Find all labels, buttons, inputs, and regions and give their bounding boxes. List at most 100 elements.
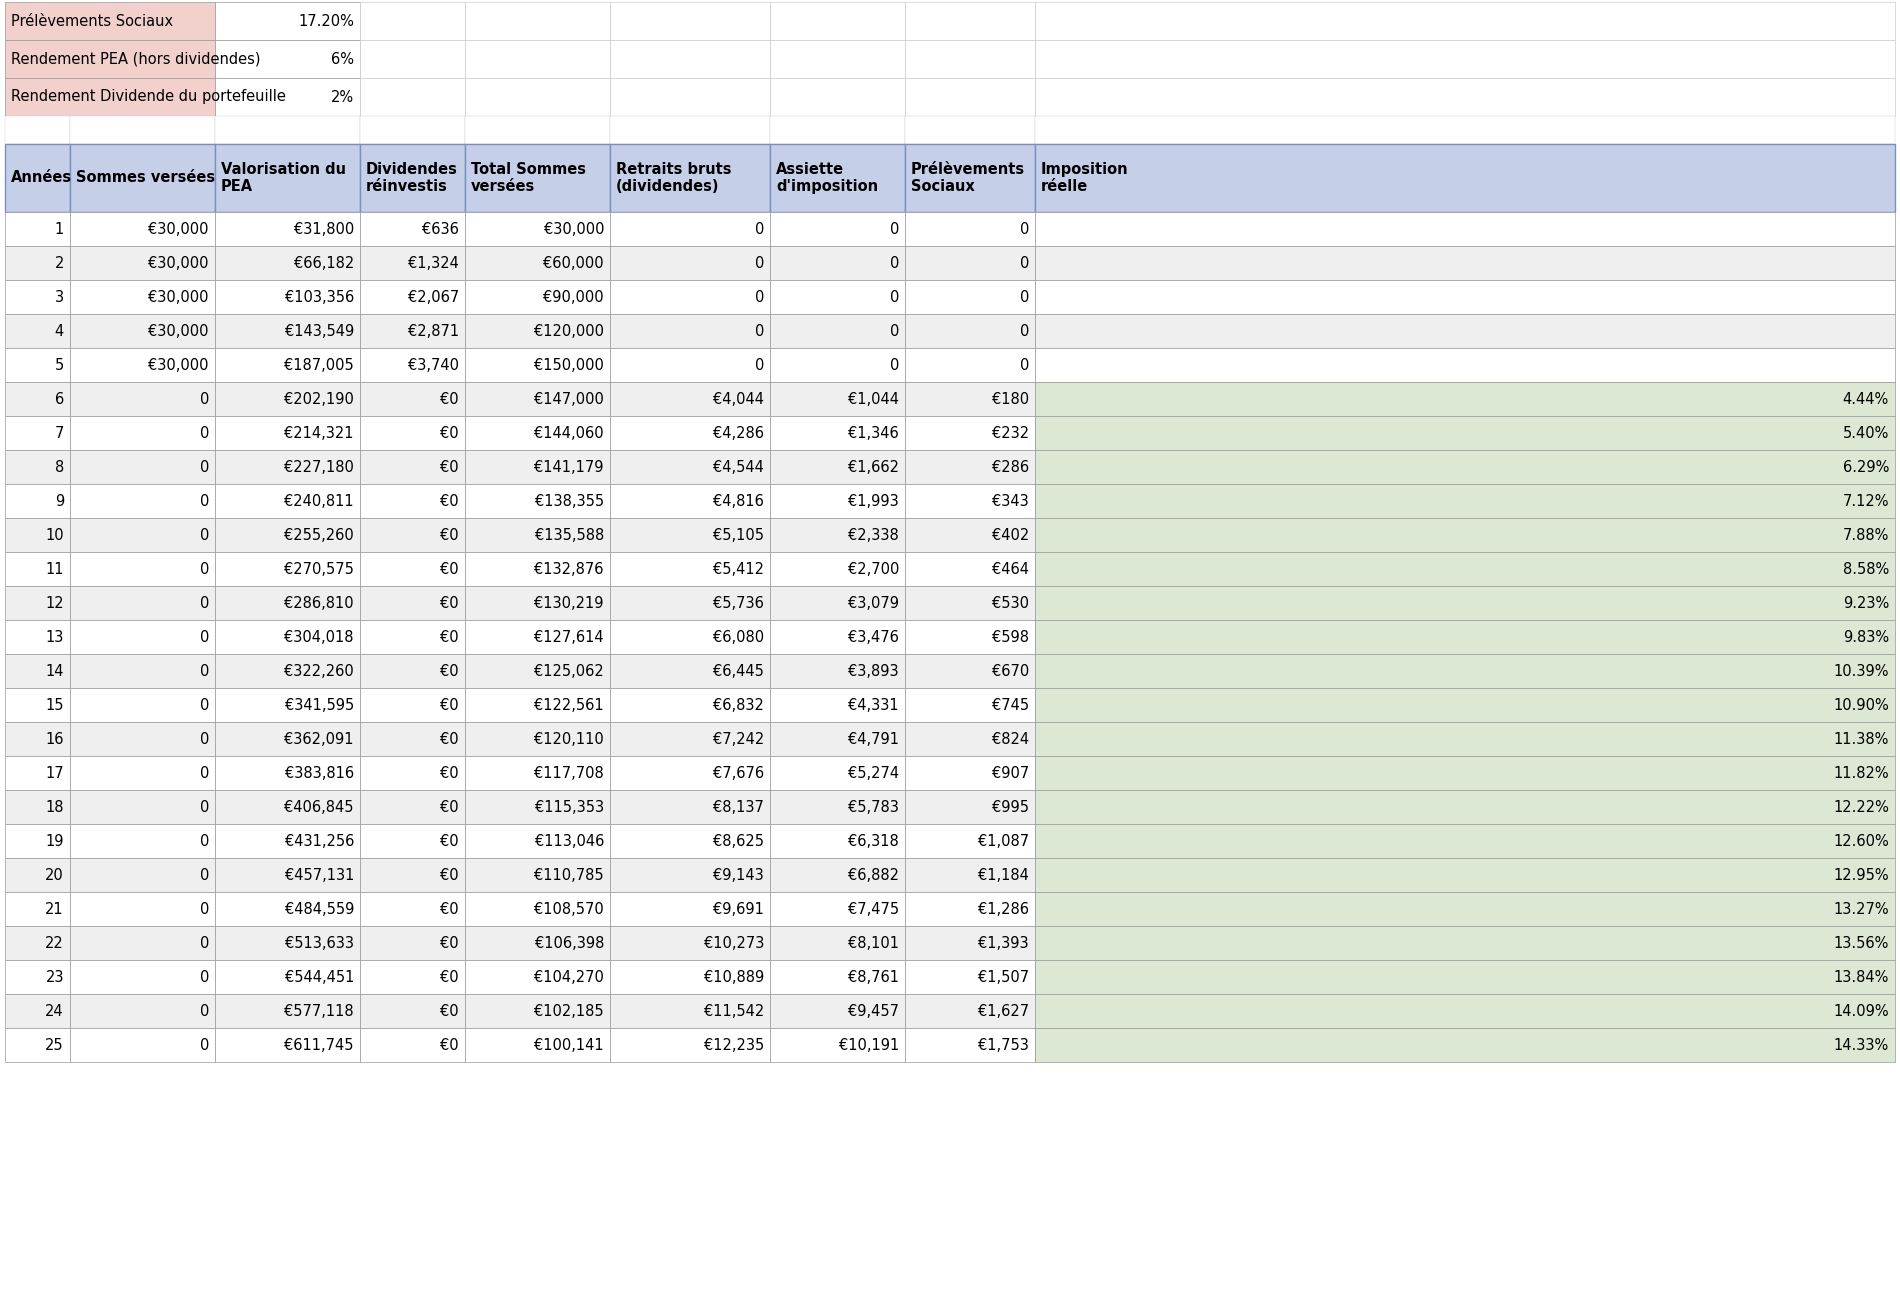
Bar — [904, 313, 1036, 347]
Text: Sommes versées: Sommes versées — [76, 171, 215, 185]
Text: 19: 19 — [46, 833, 65, 849]
Bar — [359, 892, 466, 926]
Bar — [466, 756, 610, 790]
Bar — [770, 756, 904, 790]
Text: 6.29%: 6.29% — [1843, 460, 1889, 474]
Text: 18: 18 — [46, 799, 65, 815]
Bar — [215, 892, 359, 926]
Bar — [215, 78, 359, 116]
Text: €0: €0 — [441, 765, 460, 781]
Bar — [466, 313, 610, 347]
Text: €30,000: €30,000 — [148, 324, 209, 338]
Text: 13.84%: 13.84% — [1834, 969, 1889, 985]
Bar — [466, 552, 610, 586]
Text: 0: 0 — [754, 222, 764, 236]
Bar — [770, 485, 904, 518]
Text: €544,451: €544,451 — [285, 969, 353, 985]
Bar — [904, 756, 1036, 790]
Bar — [904, 994, 1036, 1028]
Text: €0: €0 — [441, 901, 460, 917]
Bar — [610, 960, 770, 994]
Bar — [1036, 40, 1894, 78]
Text: 0: 0 — [200, 1003, 209, 1019]
Bar — [215, 485, 359, 518]
Text: 15: 15 — [46, 697, 65, 713]
Bar — [215, 518, 359, 552]
Text: 0: 0 — [1020, 324, 1030, 338]
Bar — [770, 381, 904, 417]
Bar — [6, 518, 70, 552]
Bar — [359, 279, 466, 313]
Bar — [466, 381, 610, 417]
Text: €286,810: €286,810 — [285, 596, 353, 610]
Text: Années: Années — [11, 171, 72, 185]
Bar — [770, 451, 904, 485]
Bar — [359, 212, 466, 246]
Bar — [1036, 790, 1894, 824]
Bar — [1036, 1028, 1894, 1062]
Bar — [904, 212, 1036, 246]
Bar — [1036, 381, 1894, 417]
Bar — [215, 994, 359, 1028]
Bar — [359, 116, 466, 144]
Text: €0: €0 — [441, 629, 460, 644]
Bar — [610, 417, 770, 451]
Text: €8,101: €8,101 — [847, 935, 899, 951]
Bar — [359, 347, 466, 381]
Bar — [610, 756, 770, 790]
Bar — [6, 926, 70, 960]
Bar — [610, 586, 770, 620]
Bar — [359, 960, 466, 994]
Bar — [466, 40, 610, 78]
Bar — [610, 116, 770, 144]
Bar — [466, 212, 610, 246]
Bar — [770, 654, 904, 688]
Bar — [904, 451, 1036, 485]
Text: €304,018: €304,018 — [285, 629, 353, 644]
Text: €2,067: €2,067 — [408, 290, 460, 304]
Bar — [466, 518, 610, 552]
Text: 3: 3 — [55, 290, 65, 304]
Text: €132,876: €132,876 — [534, 562, 604, 576]
Bar — [1036, 518, 1894, 552]
Text: Retraits bruts
(dividendes): Retraits bruts (dividendes) — [616, 162, 732, 195]
Text: €8,137: €8,137 — [712, 799, 764, 815]
Bar — [215, 688, 359, 722]
Text: €402: €402 — [992, 528, 1030, 542]
Bar — [466, 485, 610, 518]
Bar — [359, 790, 466, 824]
Bar — [215, 417, 359, 451]
Text: 0: 0 — [200, 562, 209, 576]
Text: 0: 0 — [1020, 290, 1030, 304]
Text: 0: 0 — [889, 290, 899, 304]
Text: €5,105: €5,105 — [712, 528, 764, 542]
Bar — [70, 347, 215, 381]
Text: €0: €0 — [441, 799, 460, 815]
Bar — [770, 78, 904, 116]
Text: Rendement PEA (hors dividendes): Rendement PEA (hors dividendes) — [11, 51, 260, 67]
Bar — [904, 40, 1036, 78]
Bar — [610, 620, 770, 654]
Text: €6,080: €6,080 — [712, 629, 764, 644]
Text: €1,393: €1,393 — [978, 935, 1030, 951]
Bar — [610, 722, 770, 756]
Text: 9.23%: 9.23% — [1843, 596, 1889, 610]
Bar — [70, 313, 215, 347]
Text: 2%: 2% — [331, 90, 353, 104]
Text: Dividendes
réinvestis: Dividendes réinvestis — [367, 162, 458, 195]
Text: €0: €0 — [441, 494, 460, 508]
Text: 11: 11 — [46, 562, 65, 576]
Text: 0: 0 — [200, 765, 209, 781]
Bar — [466, 858, 610, 892]
Bar — [215, 116, 359, 144]
Bar — [70, 858, 215, 892]
Bar — [904, 381, 1036, 417]
Bar — [6, 722, 70, 756]
Text: €406,845: €406,845 — [285, 799, 353, 815]
Text: 13.27%: 13.27% — [1834, 901, 1889, 917]
Bar — [770, 116, 904, 144]
Bar — [610, 279, 770, 313]
Text: €577,118: €577,118 — [285, 1003, 353, 1019]
Bar — [610, 40, 770, 78]
Bar — [904, 417, 1036, 451]
